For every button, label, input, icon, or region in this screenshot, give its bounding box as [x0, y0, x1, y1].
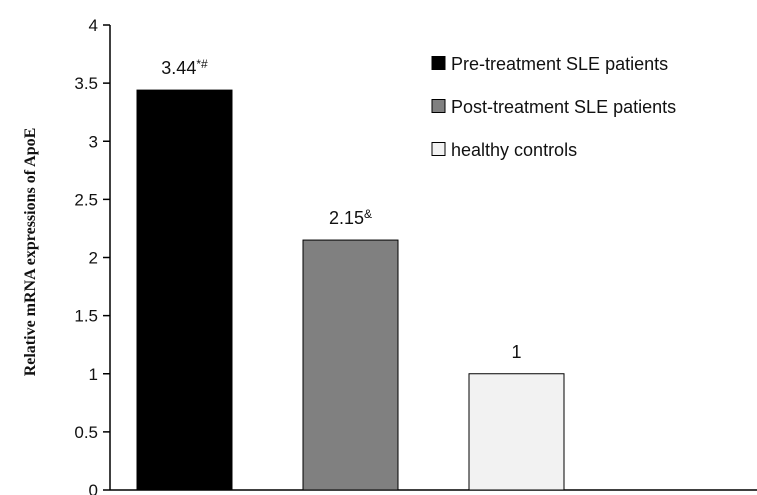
data-label: 2.15&: [329, 207, 372, 228]
legend-label: healthy controls: [451, 140, 577, 160]
bars: [136, 89, 565, 491]
y-tick-label: 4: [89, 16, 98, 35]
data-label: 1: [511, 342, 521, 362]
y-tick-label: 3.5: [74, 74, 98, 93]
y-tick-label: 1.5: [74, 307, 98, 326]
data-label: 3.44*#: [161, 57, 208, 78]
y-tick-label: 2.5: [74, 190, 98, 209]
y-tick-label: 0: [89, 481, 98, 495]
y-tick-label: 0.5: [74, 423, 98, 442]
legend-label: Post-treatment SLE patients: [451, 97, 676, 117]
legend-swatch: [431, 99, 446, 113]
legend-swatch: [431, 142, 446, 156]
y-tick-label: 2: [89, 249, 98, 268]
legend-label: Pre-treatment SLE patients: [451, 54, 668, 74]
bar: [468, 373, 565, 491]
y-axis-label: Relative mRNA expressions of ApoE: [22, 128, 39, 377]
data-labels: 3.44*# 2.15&1: [161, 57, 521, 362]
bar: [136, 89, 233, 491]
legend: Pre-treatment SLE patients Post-treatment…: [431, 54, 676, 160]
bar: [302, 239, 399, 491]
legend-swatch: [431, 56, 446, 70]
y-tick-label: 1: [89, 365, 98, 384]
y-tick-label: 3: [89, 132, 98, 151]
